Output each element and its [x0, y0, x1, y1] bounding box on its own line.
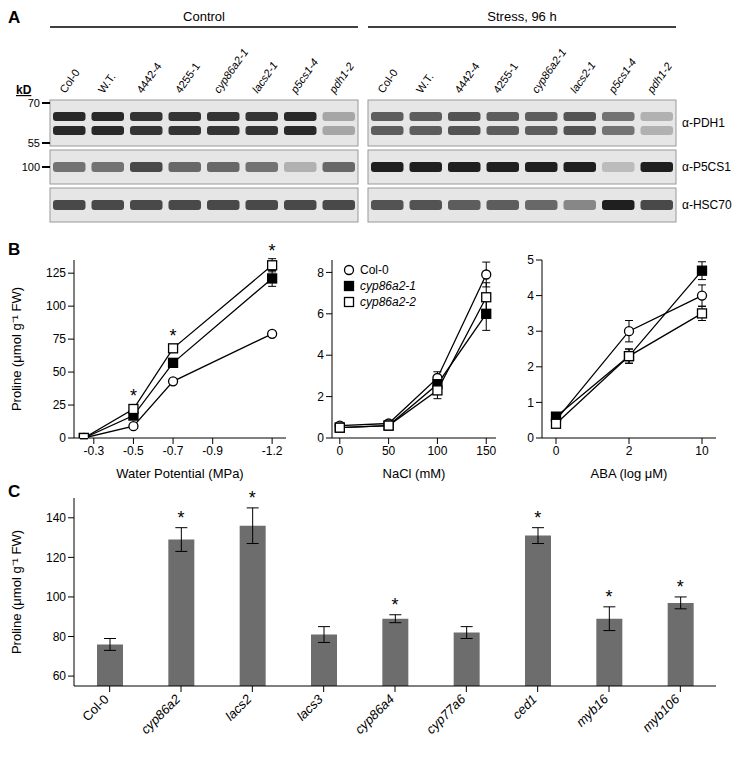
html-text:cyp86a2-1: cyp86a2-1: [360, 279, 416, 293]
svg-text:W.T.: W.T.: [414, 71, 436, 95]
svg-text:lacs2: lacs2: [222, 691, 255, 724]
html-text:C: C: [8, 482, 21, 501]
svg-text:100: 100: [46, 590, 66, 604]
svg-text:100: 100: [427, 444, 447, 458]
svg-text:cyp86a2-1: cyp86a2-1: [529, 46, 568, 95]
svg-text:0: 0: [59, 431, 66, 445]
svg-text:5: 5: [527, 253, 534, 267]
svg-text:cyp77a6: cyp77a6: [423, 691, 469, 737]
svg-text:100: 100: [22, 161, 40, 173]
svg-text:NaCl (mM): NaCl (mM): [383, 466, 446, 481]
svg-text:ABA (log μM): ABA (log μM): [591, 466, 668, 481]
html-text:B: B: [8, 240, 21, 259]
svg-text:150: 150: [476, 444, 496, 458]
html-text:Col-0: Col-0: [360, 263, 389, 277]
svg-text:α-HSC70: α-HSC70: [682, 198, 732, 212]
svg-text:120: 120: [46, 551, 66, 565]
svg-text:8: 8: [317, 266, 324, 280]
svg-text:*: *: [130, 386, 137, 406]
svg-text:p5cs1-4: p5cs1-4: [605, 56, 638, 96]
svg-text:2: 2: [626, 444, 633, 458]
svg-text:Col-0: Col-0: [375, 67, 400, 95]
svg-text:4442-4: 4442-4: [452, 60, 481, 95]
svg-text:140: 140: [46, 511, 66, 525]
svg-text:-0.3: -0.3: [83, 444, 104, 458]
svg-text:*: *: [605, 587, 612, 607]
svg-text:80: 80: [53, 630, 67, 644]
svg-text:0: 0: [336, 444, 343, 458]
svg-text:0: 0: [317, 431, 324, 445]
svg-text:50: 50: [382, 444, 396, 458]
svg-text:kD: kD: [16, 83, 32, 97]
svg-text:3: 3: [527, 324, 534, 338]
svg-text:25: 25: [53, 398, 67, 412]
svg-text:lacs2-1: lacs2-1: [250, 59, 280, 95]
svg-text:2: 2: [527, 360, 534, 374]
svg-text:55: 55: [28, 137, 40, 149]
svg-text:α-PDH1: α-PDH1: [682, 116, 725, 130]
svg-text:p5cs1-4: p5cs1-4: [287, 56, 320, 96]
svg-text:1: 1: [527, 396, 534, 410]
svg-text:*: *: [391, 595, 398, 615]
svg-text:4255-1: 4255-1: [491, 60, 520, 95]
svg-text:75: 75: [53, 332, 67, 346]
svg-text:50: 50: [53, 365, 67, 379]
svg-text:α-P5CS1: α-P5CS1: [682, 160, 731, 174]
svg-text:cyp86a4: cyp86a4: [352, 692, 397, 737]
svg-text:-0.7: -0.7: [163, 444, 184, 458]
svg-text:Col-0: Col-0: [79, 692, 112, 725]
svg-text:60: 60: [53, 669, 67, 683]
svg-text:Col-0: Col-0: [57, 67, 82, 95]
svg-text:4: 4: [527, 289, 534, 303]
svg-text:70: 70: [28, 97, 40, 109]
svg-text:ced1: ced1: [509, 692, 540, 723]
svg-text:Stress, 96 h: Stress, 96 h: [487, 9, 556, 24]
svg-text:125: 125: [46, 266, 66, 280]
svg-text:0: 0: [527, 431, 534, 445]
svg-text:pdh1-2: pdh1-2: [644, 60, 674, 96]
svg-text:W.T.: W.T.: [96, 71, 118, 95]
svg-text:*: *: [249, 488, 256, 508]
svg-text:*: *: [677, 577, 684, 597]
svg-text:-0.9: -0.9: [202, 444, 223, 458]
svg-text:-1.2: -1.2: [262, 444, 283, 458]
svg-text:*: *: [534, 508, 541, 528]
svg-text:lacs2-1: lacs2-1: [568, 59, 598, 95]
svg-text:4255-1: 4255-1: [173, 60, 202, 95]
svg-text:*: *: [269, 241, 276, 261]
svg-text:Control: Control: [183, 9, 225, 24]
svg-text:0: 0: [553, 444, 560, 458]
svg-text:-0.5: -0.5: [123, 444, 144, 458]
svg-text:Proline (μmol g⁻¹ FW): Proline (μmol g⁻¹ FW): [9, 287, 24, 411]
svg-text:4: 4: [317, 348, 324, 362]
svg-text:6: 6: [317, 307, 324, 321]
html-text:cyp86a2-2: cyp86a2-2: [360, 295, 416, 309]
svg-text:*: *: [170, 326, 177, 346]
svg-text:myb16: myb16: [573, 691, 612, 730]
svg-text:cyp86a2-1: cyp86a2-1: [211, 46, 250, 95]
svg-text:Water Potential (MPa): Water Potential (MPa): [116, 466, 243, 481]
html-text:A: A: [8, 8, 21, 27]
svg-text:*: *: [177, 508, 184, 528]
svg-text:lacs3: lacs3: [294, 691, 327, 724]
svg-text:Proline (μmol g⁻¹ FW): Proline (μmol g⁻¹ FW): [9, 530, 24, 654]
svg-text:pdh1-2: pdh1-2: [326, 60, 356, 96]
svg-text:cyp86a2: cyp86a2: [138, 691, 184, 737]
svg-text:2: 2: [317, 390, 324, 404]
svg-text:10: 10: [695, 444, 709, 458]
svg-text:4442-4: 4442-4: [134, 60, 163, 95]
svg-text:100: 100: [46, 299, 66, 313]
svg-text:myb106: myb106: [639, 691, 683, 735]
